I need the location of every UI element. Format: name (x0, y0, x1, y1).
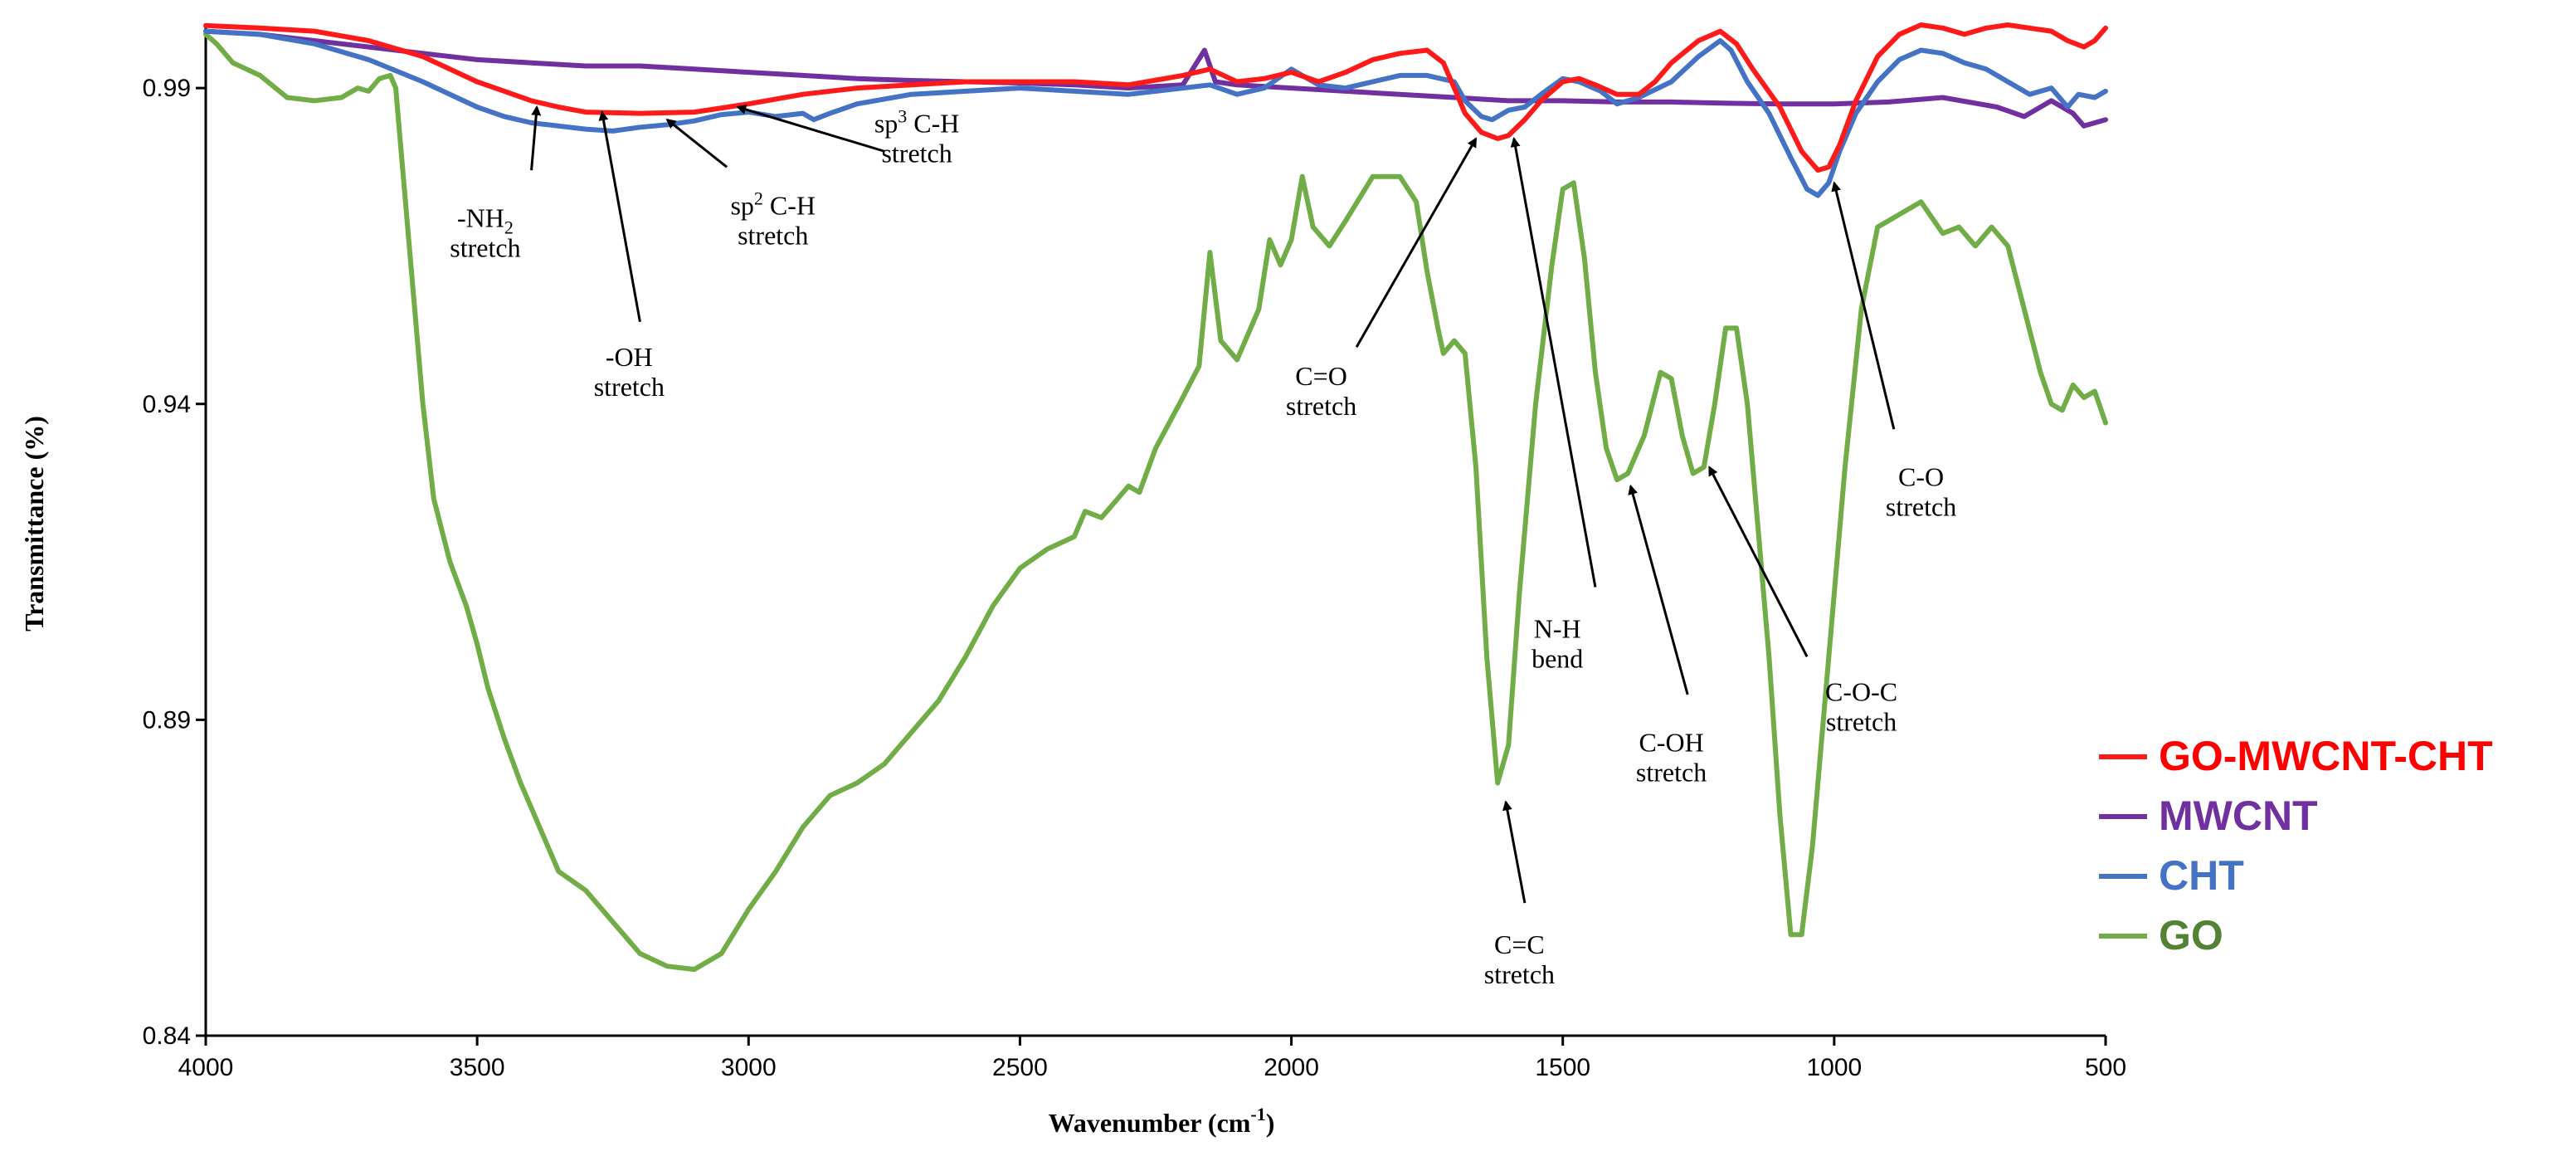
annotation-sublabel: stretch (594, 372, 665, 402)
x-tick-label: 3000 (721, 1054, 777, 1081)
annotation-arrow (1502, 800, 1527, 904)
y-tick-label: 0.89 (143, 706, 191, 734)
legend-item-mwcnt: MWCNT (2099, 793, 2318, 839)
x-tick-label: 1500 (1535, 1054, 1590, 1081)
y-tick-label: 0.94 (143, 391, 191, 418)
annotation-label: sp3 C-H (874, 105, 960, 138)
annotation-arrow (1628, 484, 1689, 695)
x-tick-label: 4000 (178, 1054, 234, 1081)
annotation-arrow (736, 105, 885, 153)
annotation-label: -NH2 (457, 203, 514, 238)
legend-item-cht: CHT (2099, 852, 2244, 899)
y-axis-title: Transmittance (%) (19, 416, 49, 632)
legend-item-go-mwcnt-cht: GO-MWCNT-CHT (2099, 733, 2493, 779)
annotation-label: C-O-C (1825, 677, 1897, 707)
annotation-sublabel: stretch (1636, 757, 1707, 787)
annotation-label: C=C (1494, 929, 1545, 959)
x-tick-label: 500 (2085, 1054, 2126, 1081)
annotation-sublabel: stretch (1886, 492, 1956, 522)
x-axis-title-end: ) (1266, 1108, 1275, 1138)
annotation-label: C=O (1295, 361, 1347, 391)
legend-label: CHT (2159, 852, 2244, 899)
annotation-label: C-OH (1639, 727, 1703, 757)
x-axis-title-sup: -1 (1250, 1104, 1265, 1124)
annotation-label: -OH (606, 342, 653, 372)
x-axis-title-main: Wavenumber (cm (1049, 1108, 1251, 1138)
x-axis-title: Wavenumber (cm-1) (1049, 1104, 1275, 1138)
x-tick-label: 3500 (450, 1054, 505, 1081)
series-line-go-mwcnt-cht (203, 22, 2108, 173)
annotation-arrow (598, 110, 641, 323)
x-tick-label: 1000 (1806, 1054, 1862, 1081)
annotation-sublabel: stretch (450, 233, 520, 263)
annotation-sublabel: stretch (1484, 959, 1555, 989)
series-group (203, 22, 2108, 973)
annotation-arrow (1510, 137, 1597, 588)
annotation-label: N-H (1534, 613, 1581, 643)
annotation-arrow (1708, 466, 1809, 657)
series-line-mwcnt (203, 28, 2108, 129)
annotation-sublabel: bend (1531, 643, 1583, 673)
legend-item-go: GO (2099, 912, 2223, 958)
annotation-label: sp2 C-H (730, 188, 816, 220)
y-tick-label: 0.84 (143, 1022, 191, 1050)
annotation-sublabel: stretch (1286, 391, 1356, 421)
x-tick-label: 2500 (992, 1054, 1048, 1081)
annotation-label: C-O (1898, 462, 1944, 492)
axes: 4000 3500 3000 2500 2000 1500 1000 500 0.84 0.89 0… (143, 25, 2126, 1081)
y-tick-label: 0.99 (143, 75, 191, 102)
annotation-arrow (1831, 181, 1896, 430)
legend-label: GO (2159, 912, 2223, 958)
legend: GO-MWCNT-CHT MWCNT CHT GO (2099, 733, 2493, 958)
legend-label: GO-MWCNT-CHT (2159, 733, 2493, 779)
annotation-arrow (665, 118, 728, 168)
annotation-arrow (1355, 137, 1478, 348)
x-tick-label: 2000 (1264, 1054, 1319, 1081)
annotation-sublabel: stretch (881, 138, 952, 168)
annotation-sublabel: stretch (1826, 707, 1897, 737)
series-line-go (203, 32, 2108, 973)
annotation-sublabel: stretch (738, 220, 808, 250)
legend-label: MWCNT (2159, 793, 2318, 839)
annotation-arrow (530, 105, 542, 171)
